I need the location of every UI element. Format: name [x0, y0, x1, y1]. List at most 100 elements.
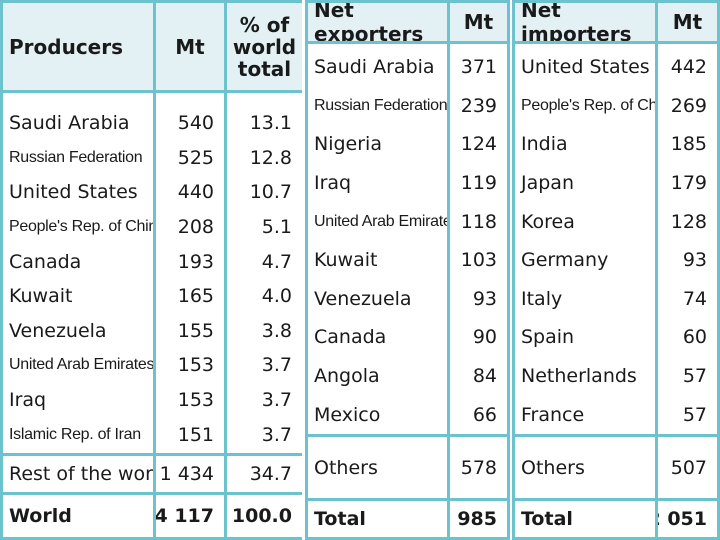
producer-row-value: 155	[177, 319, 214, 342]
producers-mt-column: 540 525 440 208 193 165 155 153 153 151	[156, 93, 224, 453]
producer-row-value: 151	[177, 423, 214, 446]
exporter-row-value: 84	[472, 365, 497, 388]
exporter-row-name: Canada	[314, 326, 387, 349]
producer-row-pct: 3.7	[261, 354, 292, 377]
exporter-row-name: Saudi Arabia	[314, 56, 435, 79]
exporter-row-name: Kuwait	[314, 249, 378, 272]
producer-row-name: Kuwait	[9, 285, 73, 308]
producer-row-value: 540	[177, 112, 214, 135]
exporters-header-name: Net exporters	[308, 3, 447, 41]
importer-row-value: 60	[682, 326, 707, 349]
exporter-row-name: Nigeria	[314, 133, 382, 156]
producer-row-name: United States	[9, 181, 138, 204]
net-exporters-table: Net exporters Mt Saudi Arabia Russian Fed…	[305, 0, 510, 540]
producers-world-pct: 100.0	[227, 495, 302, 537]
exporter-row-name: Venezuela	[314, 287, 412, 310]
exporter-row-value: 93	[472, 287, 497, 310]
importer-row-value: 442	[670, 56, 707, 79]
importer-row-name: United States	[521, 56, 650, 79]
exporters-header-mt: Mt	[450, 3, 507, 41]
importer-row-value: 179	[670, 172, 707, 195]
producers-header-name: Producers	[3, 3, 153, 90]
producer-row-name: Islamic Rep. of Iran	[9, 425, 141, 443]
importer-row-name: India	[521, 133, 568, 156]
producers-pct-column: 13.1 12.8 10.7 5.1 4.7 4.0 3.8 3.7 3.7 3.7	[227, 93, 302, 453]
importer-row-value: 185	[670, 133, 707, 156]
producer-row-pct: 10.7	[249, 181, 292, 204]
producers-rest-name: Rest of the world	[3, 456, 153, 492]
importers-total-mt: 2 051	[658, 501, 717, 537]
producer-row-name: Russian Federation	[9, 148, 143, 166]
importers-others-mt: 507	[658, 437, 717, 498]
importers-names-column: United States People's Rep. of China India…	[515, 44, 655, 434]
exporter-row-name: Iraq	[314, 172, 352, 195]
importer-row-value: 57	[682, 365, 707, 388]
producers-header-mt: Mt	[156, 3, 224, 90]
importer-row-name: Netherlands	[521, 365, 637, 388]
producer-row-pct: 3.8	[261, 319, 292, 342]
exporters-total-name: Total	[308, 501, 447, 537]
exporter-row-name: United Arab Emirates	[314, 212, 447, 230]
importer-row-value: 269	[670, 94, 707, 117]
producer-row-name: Venezuela	[9, 319, 107, 342]
producer-row-pct: 4.0	[261, 285, 292, 308]
exporter-row-value: 66	[472, 403, 497, 426]
exporter-row-value: 239	[460, 94, 497, 117]
exporters-total-mt: 1 985	[450, 501, 507, 537]
importer-row-name: Korea	[521, 210, 575, 233]
importer-row-name: Spain	[521, 326, 575, 349]
producer-row-value: 440	[177, 181, 214, 204]
producer-row-name: United Arab Emirates	[9, 356, 153, 374]
producers-world-mt: 4 117	[156, 495, 224, 537]
producer-row-name: Canada	[9, 250, 82, 273]
importer-row-value: 74	[682, 287, 707, 310]
producer-row-pct: 12.8	[249, 146, 292, 169]
producer-row-value: 153	[177, 354, 214, 377]
producer-row-pct: 5.1	[261, 216, 292, 239]
exporter-row-value: 371	[460, 56, 497, 79]
exporter-row-value: 103	[460, 249, 497, 272]
importers-total-name: Total	[515, 501, 655, 537]
exporter-row-value: 124	[460, 133, 497, 156]
producer-row-pct: 4.7	[261, 250, 292, 273]
producers-rest-pct: 34.7	[227, 456, 302, 492]
exporters-mt-column: 371 239 124 119 118 103 93 90 84 66	[450, 44, 507, 434]
producer-row-pct: 13.1	[249, 112, 292, 135]
producers-header-pct: % of world total	[227, 3, 302, 90]
importers-header-name: Net importers	[515, 3, 655, 41]
importer-row-name: Japan	[521, 172, 574, 195]
producer-row-value: 208	[177, 216, 214, 239]
producer-row-value: 525	[177, 146, 214, 169]
importer-row-name: Germany	[521, 249, 609, 272]
producer-row-name: Saudi Arabia	[9, 112, 130, 135]
producer-row-value: 153	[177, 389, 214, 412]
exporter-row-value: 90	[472, 326, 497, 349]
importer-row-value: 93	[682, 249, 707, 272]
exporter-row-value: 118	[460, 210, 497, 233]
exporter-row-name: Angola	[314, 365, 380, 388]
importers-mt-column: 442 269 185 179 128 93 74 60 57 57	[658, 44, 717, 434]
producer-row-pct: 3.7	[261, 389, 292, 412]
importer-row-name: Italy	[521, 287, 563, 310]
producer-row-value: 193	[177, 250, 214, 273]
exporter-row-value: 119	[460, 172, 497, 195]
importers-header-mt: Mt	[658, 3, 717, 41]
exporters-others-name: Others	[308, 437, 447, 498]
importer-row-name: People's Rep. of China	[521, 96, 655, 114]
producer-row-name: People's Rep. of China	[9, 218, 153, 236]
producer-row-value: 165	[177, 285, 214, 308]
producers-rest-mt: 1 434	[156, 456, 224, 492]
net-importers-table: Net importers Mt United States People's R…	[512, 0, 720, 540]
importer-row-name: France	[521, 403, 585, 426]
producers-names-column: Saudi Arabia Russian Federation United Sta…	[3, 93, 153, 453]
importer-row-value: 128	[670, 210, 707, 233]
importer-row-value: 57	[682, 403, 707, 426]
exporter-row-name: Russian Federation	[314, 96, 447, 114]
producers-table: Producers Mt % of world total Saudi Arab…	[0, 0, 302, 540]
exporters-names-column: Saudi Arabia Russian Federation Nigeria Ira…	[308, 44, 447, 434]
importers-others-name: Others	[515, 437, 655, 498]
exporters-others-mt: 578	[450, 437, 507, 498]
producer-row-name: Iraq	[9, 389, 47, 412]
producer-row-pct: 3.7	[261, 423, 292, 446]
exporter-row-name: Mexico	[314, 403, 381, 426]
